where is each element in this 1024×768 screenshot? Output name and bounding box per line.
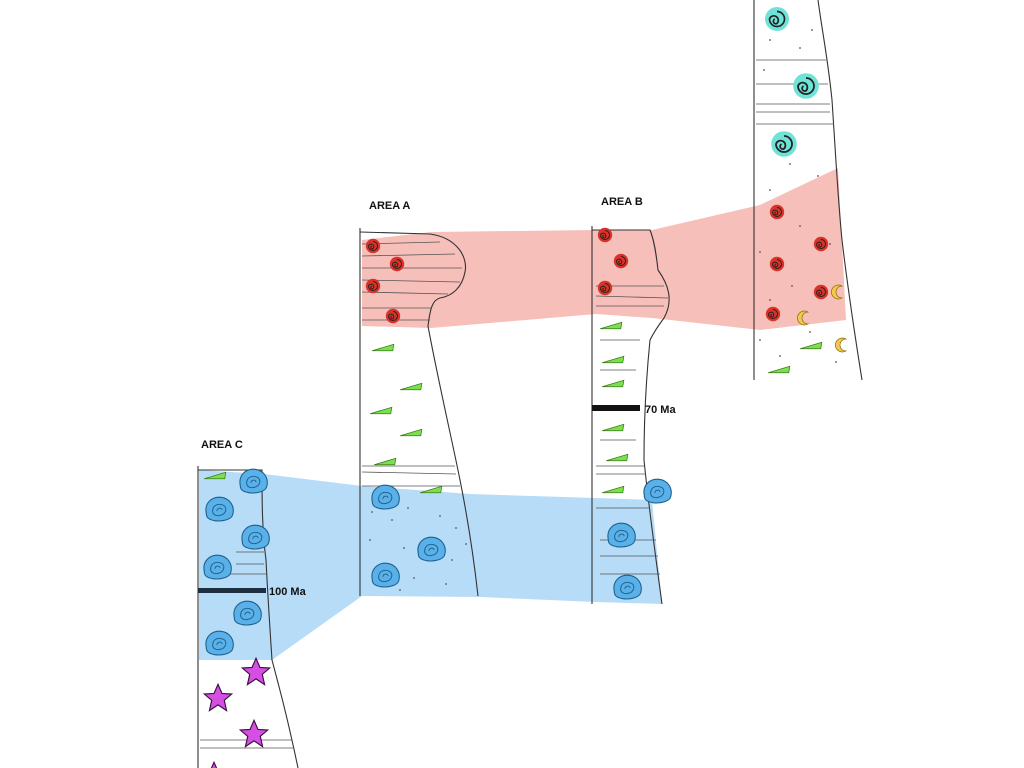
leaf-fossil-icon [399,382,423,391]
leaf-fossil-icon [799,341,823,350]
oyster-icon [371,484,400,510]
oyster-icon [613,574,642,600]
starfish-icon [241,657,271,686]
ammonite-icon [769,256,785,272]
leaf-fossil-icon [605,453,629,462]
sandstone-dots-area-a [369,507,467,591]
oyster-icon [607,522,636,548]
ammonite-icon [770,130,798,158]
ammonite-icon [769,204,785,220]
leaf-fossil-icon [601,355,625,364]
starfish-group [199,657,271,768]
leaf-fossil-icon [601,485,625,494]
ammonite-icon [389,256,405,272]
starfish-icon [239,719,269,748]
ammonite-icon [765,306,781,322]
column-area-c [197,466,299,768]
leaf-fossil-icon [767,365,791,374]
ammonite-icon [365,238,381,254]
ammonite-icon [385,308,401,324]
oyster-icon [417,536,446,562]
ammonite-icon [764,6,790,32]
ammonite-icon [597,280,613,296]
time-marker-label-c: 100 Ma [269,586,307,598]
oyster-icon [643,478,672,504]
leaf-fossil-icon [601,423,625,432]
oyster-icon [205,630,234,656]
starfish-icon [203,683,233,712]
column-right [753,0,863,381]
area-a-label: AREA A [369,200,410,212]
area-c-label: AREA C [201,439,243,451]
leaf-fossil-icon [399,428,423,437]
oyster-icon [241,524,270,550]
oyster-icon [239,468,268,494]
leaf-fossil-icon [371,343,395,352]
time-marker-bar-c [198,588,266,593]
leaf-fossil-icon [599,321,623,330]
area-b-label: AREA B [601,196,643,208]
leaf-fossil-icon [601,379,625,388]
ammonite-icon [613,253,629,269]
ammonite-icon [792,72,820,100]
oyster-icon [233,600,262,626]
crescent-fossil-icon [835,337,847,353]
oyster-icon [205,496,234,522]
leaf-fossil-icon [369,406,393,415]
ammonite-icon [813,236,829,252]
time-marker-bar-b [592,405,640,411]
ammonite-icon [365,278,381,294]
leaf-fossil-icon [373,457,397,466]
ammonite-icon [813,284,829,300]
leaf-group [203,321,823,494]
column-area-b [591,226,670,605]
ammonite-icon [597,227,613,243]
oyster-icon [203,554,232,580]
ammonite-teal-group [764,6,820,158]
time-marker-label-b: 70 Ma [645,404,676,416]
sandstone-dots-right [759,29,837,363]
leaf-fossil-icon [419,485,443,494]
starfish-icon [199,761,229,768]
oyster-icon [371,562,400,588]
